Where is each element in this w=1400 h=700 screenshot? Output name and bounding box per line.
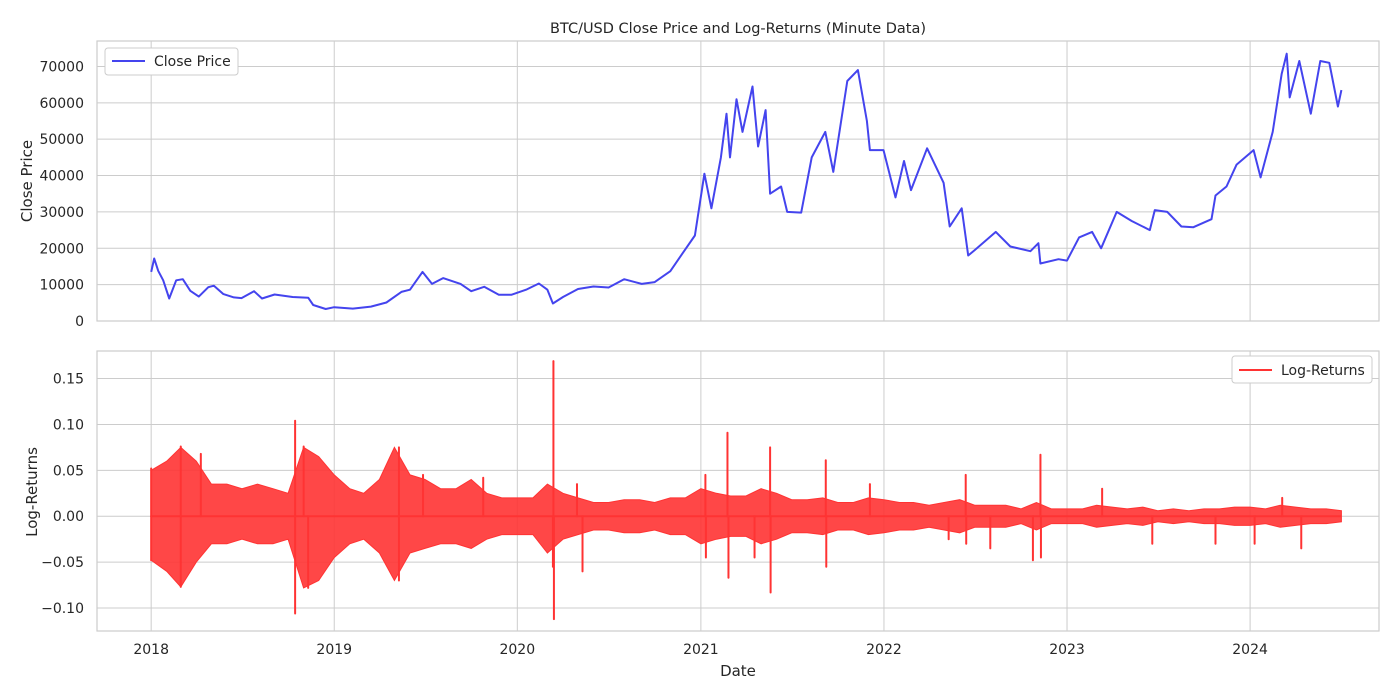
y-tick-label: 0 xyxy=(75,314,84,330)
y-tick-label: 40000 xyxy=(39,169,84,185)
y-tick-label: 0.15 xyxy=(53,372,84,388)
legend-box xyxy=(104,47,239,76)
y-axis-label: Close Price xyxy=(18,140,36,222)
x-tick-label: 2022 xyxy=(866,642,902,658)
y-tick-labels: −0.10 −0.05 0.00 0.05 0.10 0.15 xyxy=(41,372,84,618)
y-tick-label: 0.10 xyxy=(53,417,84,433)
y-tick-label: 0.00 xyxy=(53,509,84,525)
x-tick-label: 2023 xyxy=(1049,642,1085,658)
x-axis-label: Date xyxy=(720,662,756,680)
y-tick-label: 20000 xyxy=(39,241,84,257)
close-price-panel: 0 10000 20000 30000 40000 50000 60000 70000 Clo… xyxy=(18,40,1380,330)
figure-title: BTC/USD Close Price and Log-Returns (Min… xyxy=(550,21,926,37)
series-lines xyxy=(150,52,1343,310)
legend-label: Close Price xyxy=(154,54,231,70)
y-tick-labels: 0 10000 20000 30000 40000 50000 60000 70000 xyxy=(39,59,84,330)
x-tick-label: 2021 xyxy=(683,642,719,658)
y-tick-label: 30000 xyxy=(39,205,84,221)
plot-frame xyxy=(96,40,1380,322)
legend-box xyxy=(1231,355,1373,384)
legend: Log-Returns xyxy=(1231,355,1373,384)
y-tick-label: 60000 xyxy=(39,96,84,112)
y-tick-label: 70000 xyxy=(39,59,84,75)
y-tick-label: 0.05 xyxy=(53,463,84,479)
y-axis-label: Log-Returns xyxy=(23,447,41,537)
x-tick-label: 2019 xyxy=(316,642,352,658)
legend: Close Price xyxy=(104,47,239,76)
y-tick-label: 50000 xyxy=(39,132,84,148)
x-tick-label: 2024 xyxy=(1232,642,1268,658)
log-returns-panel: −0.10−0.050.000.050.100.15 2018 2019 2020 2… xyxy=(23,350,1380,680)
close-price-line xyxy=(150,52,1343,310)
x-tick-label: 2018 xyxy=(133,642,169,658)
x-tick-labels: 2018 2019 2020 2021 2022 2023 2024 xyxy=(133,642,1268,658)
y-tick-label: −0.05 xyxy=(41,555,84,571)
legend-label: Log-Returns xyxy=(1281,363,1365,379)
x-tick-label: 2020 xyxy=(499,642,535,658)
series-lines xyxy=(150,360,1342,621)
y-tick-label: −0.10 xyxy=(41,601,84,617)
y-tick-label: 10000 xyxy=(39,278,84,294)
